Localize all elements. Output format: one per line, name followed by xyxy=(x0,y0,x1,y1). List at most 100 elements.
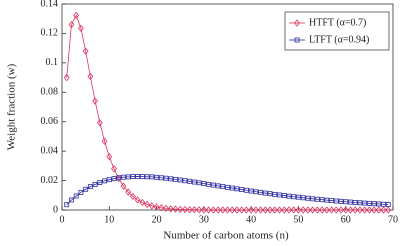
x-tick-label: 70 xyxy=(388,214,398,225)
y-tick-label: 0.12 xyxy=(41,28,59,39)
data-point xyxy=(191,179,197,185)
data-point xyxy=(348,199,353,205)
data-point xyxy=(120,182,127,190)
data-point xyxy=(329,198,334,204)
data-point xyxy=(87,72,94,81)
data-point xyxy=(210,206,217,214)
data-point xyxy=(375,206,382,214)
data-point xyxy=(163,175,169,181)
data-point xyxy=(64,202,70,208)
data-point xyxy=(385,202,391,207)
data-point xyxy=(111,176,117,182)
data-point xyxy=(73,193,79,199)
data-point xyxy=(323,206,330,214)
data-point xyxy=(271,206,278,214)
legend-label: HTFT (α=0.7) xyxy=(309,17,366,28)
data-point xyxy=(187,178,193,184)
legend-label: LTFT (α=0.94) xyxy=(309,34,369,45)
data-point xyxy=(139,198,146,207)
data-point xyxy=(314,206,321,214)
legend-box xyxy=(284,11,390,51)
data-point xyxy=(139,174,145,180)
data-point xyxy=(385,206,392,214)
data-point xyxy=(257,206,264,214)
data-point xyxy=(102,178,107,184)
data-point xyxy=(182,205,188,214)
data-point xyxy=(239,187,245,192)
data-point xyxy=(243,187,249,193)
data-point xyxy=(338,198,344,204)
data-point xyxy=(87,184,93,190)
data-point xyxy=(356,206,363,214)
data-point xyxy=(290,206,297,214)
data-point xyxy=(309,206,316,214)
x-tick-label: 40 xyxy=(246,214,256,225)
data-point xyxy=(106,177,112,183)
data-point xyxy=(352,200,358,205)
x-tick-label: 20 xyxy=(152,214,162,225)
data-point xyxy=(366,206,373,214)
data-point xyxy=(352,206,359,214)
data-point xyxy=(144,200,151,209)
data-point xyxy=(371,201,377,207)
data-point xyxy=(78,24,84,32)
data-point xyxy=(224,206,231,214)
data-point xyxy=(68,20,75,29)
data-point xyxy=(121,174,126,180)
data-point xyxy=(361,206,368,214)
data-point xyxy=(172,205,179,213)
data-point xyxy=(286,193,292,199)
data-point xyxy=(371,206,377,214)
data-point xyxy=(154,174,160,180)
data-point xyxy=(125,174,131,180)
data-point xyxy=(229,206,236,214)
legend-marker xyxy=(294,19,300,27)
data-point xyxy=(96,119,103,127)
x-axis-label: Number of carbon atoms (n) xyxy=(163,230,289,242)
data-point xyxy=(324,197,330,203)
data-point xyxy=(300,206,307,214)
data-point xyxy=(286,206,292,214)
data-point xyxy=(134,196,141,204)
data-point xyxy=(338,206,344,214)
data-point xyxy=(130,174,136,180)
data-point xyxy=(135,174,141,179)
y-tick-label: 0.08 xyxy=(41,87,59,98)
data-point xyxy=(362,200,368,206)
data-point xyxy=(310,196,316,202)
data-point xyxy=(277,192,282,198)
data-point xyxy=(248,188,254,194)
x-tick-label: 10 xyxy=(104,214,114,225)
data-point xyxy=(304,206,311,214)
data-point xyxy=(295,194,301,200)
data-point xyxy=(163,204,169,213)
data-point xyxy=(215,183,221,189)
data-point xyxy=(234,206,240,214)
data-point xyxy=(69,197,74,203)
data-point xyxy=(191,206,198,214)
data-point xyxy=(206,181,212,187)
data-point xyxy=(92,97,99,105)
data-point xyxy=(158,204,165,212)
data-point xyxy=(101,137,108,145)
series-line xyxy=(66,14,389,211)
data-point xyxy=(380,206,387,214)
x-tick-label: 60 xyxy=(341,214,351,225)
data-point xyxy=(333,206,340,214)
data-point xyxy=(182,178,188,184)
y-tick-label: 0.1 xyxy=(46,57,59,68)
data-point xyxy=(130,192,136,201)
data-point xyxy=(262,206,269,214)
data-point xyxy=(281,206,288,214)
data-point xyxy=(305,195,311,201)
data-point xyxy=(92,181,98,187)
data-point xyxy=(300,195,306,201)
data-point xyxy=(258,189,264,195)
data-point xyxy=(252,206,259,214)
data-point xyxy=(291,194,297,200)
y-tick-label: 0.02 xyxy=(41,175,59,186)
y-axis-label: Weight fraction (w) xyxy=(6,63,18,150)
y-tick-label: 0 xyxy=(53,204,58,215)
data-point xyxy=(173,176,178,182)
